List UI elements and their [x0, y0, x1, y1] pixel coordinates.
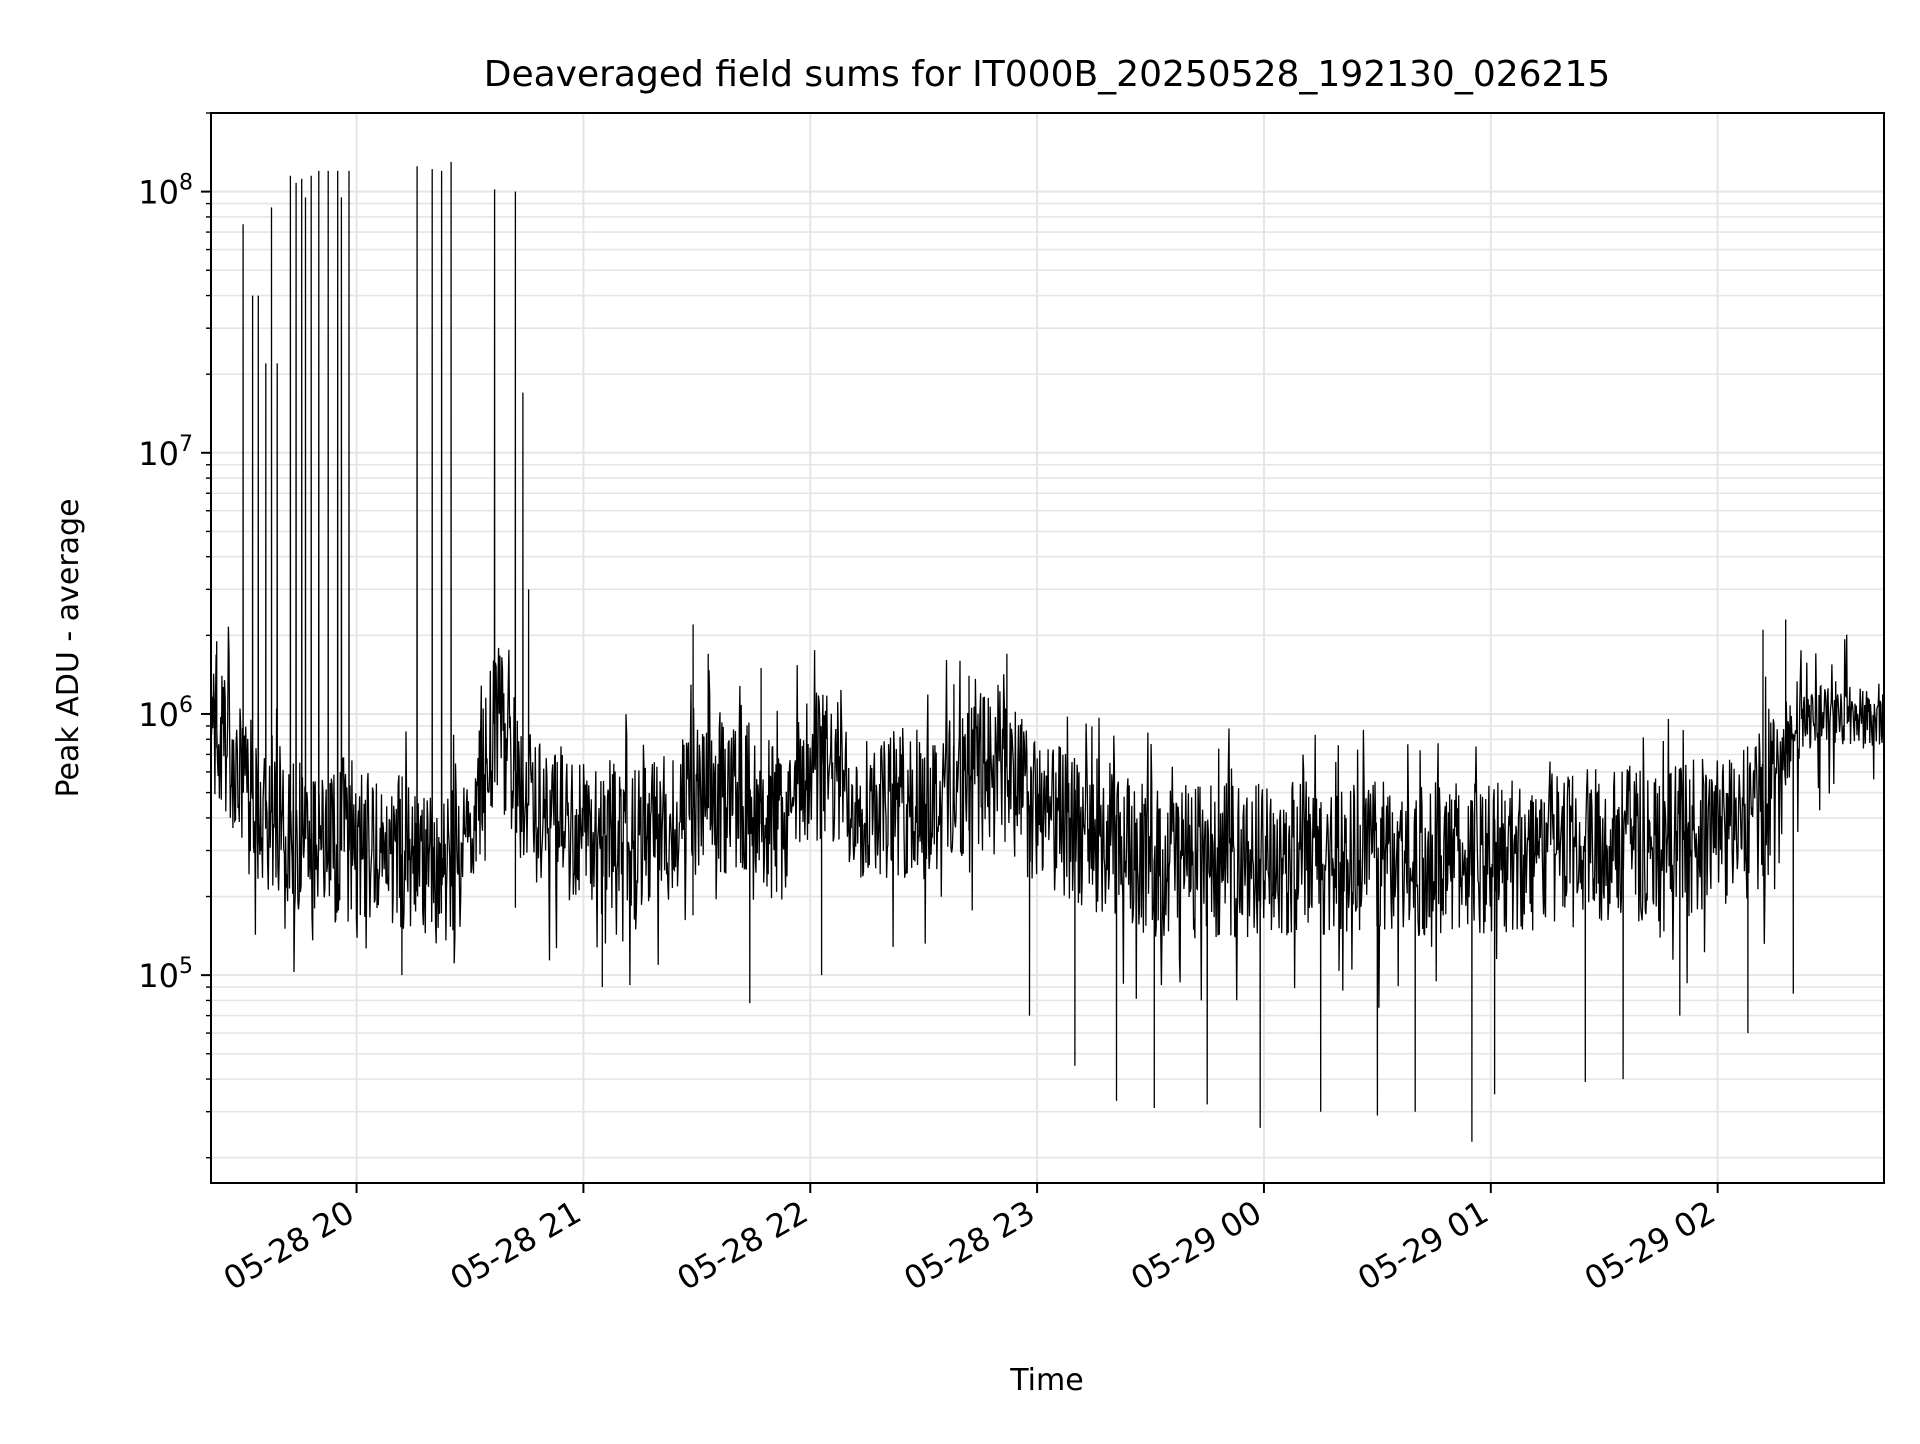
- y-tick-label: 106: [138, 693, 193, 734]
- series-line: [210, 161, 1885, 1142]
- data-series: [210, 161, 1885, 1142]
- y-tick-label: 105: [138, 954, 193, 995]
- x-axis-label: Time: [1009, 1363, 1083, 1398]
- y-axis-label: Peak ADU - average: [51, 498, 86, 797]
- plot-frame: [210, 112, 1885, 1184]
- y-tick-label: 108: [138, 171, 193, 212]
- y-axis-ticks: 105 106 107 108: [138, 112, 211, 1159]
- y-tick-label: 107: [138, 432, 193, 473]
- chart-title: Deaveraged field sums for IT000B_2025052…: [484, 54, 1611, 95]
